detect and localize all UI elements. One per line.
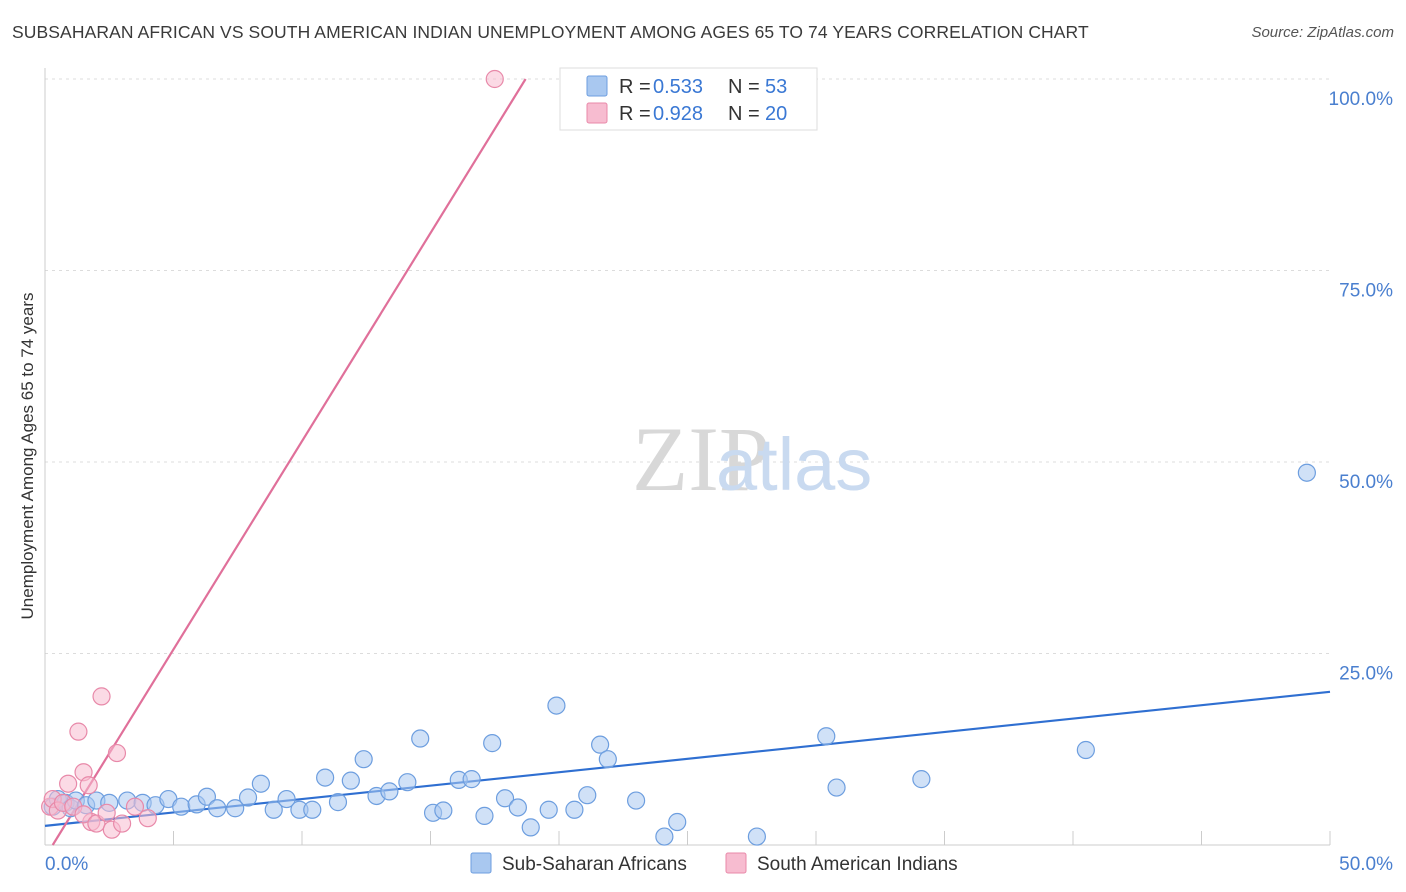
legend-n-label: N = (728, 103, 760, 125)
legend-n-label: N = (728, 76, 760, 98)
point-sub-saharan (264, 800, 283, 819)
trendline-sub-saharan (44, 690, 1331, 827)
point-sub-saharan (475, 806, 494, 825)
point-sub-saharan (316, 768, 335, 787)
point-sub-saharan (655, 827, 674, 846)
point-south-american-indian (79, 776, 98, 795)
y-tick-label: 50.0% (1339, 472, 1393, 493)
point-sub-saharan (668, 812, 687, 832)
point-south-american-indian (92, 687, 111, 706)
legend-box: R = 0.533 N = 53 R = 0.928 N = 20 (559, 67, 818, 131)
y-tick-label: 100.0% (1329, 89, 1394, 110)
point-sub-saharan (434, 801, 453, 820)
point-sub-saharan (565, 800, 584, 819)
bottom-legend: Sub-Saharan Africans South American Indi… (470, 852, 958, 875)
point-sub-saharan (591, 735, 610, 754)
chart-title: SUBSAHARAN AFRICAN VS SOUTH AMERICAN IND… (12, 22, 1089, 42)
y-tick-label: 25.0% (1339, 664, 1393, 685)
point-sub-saharan (1076, 740, 1095, 760)
bottom-legend-blue-label: Sub-Saharan Africans (502, 854, 687, 875)
point-sub-saharan (1297, 463, 1316, 482)
point-sub-saharan (354, 750, 373, 769)
legend-swatch-pink (586, 102, 608, 124)
point-sub-saharan (827, 778, 846, 797)
point-sub-saharan (197, 787, 217, 806)
watermark: ZIP atlas (632, 408, 872, 510)
point-south-american-indian (107, 743, 127, 763)
point-sub-saharan (508, 798, 527, 817)
legend-r-label: R = (619, 76, 651, 98)
point-south-american-indian (97, 803, 116, 822)
y-tick-label: 75.0% (1339, 281, 1393, 302)
gridlines (45, 78, 1330, 654)
point-sub-saharan (303, 800, 322, 819)
trendlines (44, 78, 1331, 846)
watermark-atlas: atlas (716, 423, 872, 506)
point-sub-saharan (208, 799, 227, 818)
point-sub-saharan (238, 788, 258, 807)
point-sub-saharan (495, 789, 515, 808)
point-south-american-indian (485, 69, 504, 89)
point-sub-saharan (411, 729, 430, 748)
point-sub-saharan (483, 734, 502, 753)
point-sub-saharan (547, 696, 566, 715)
x-tick-label: 0.0% (45, 854, 88, 875)
legend-swatch-blue (586, 75, 608, 97)
point-sub-saharan (578, 786, 597, 805)
point-sub-saharan (251, 774, 270, 793)
point-sub-saharan (626, 791, 646, 810)
point-sub-saharan (226, 799, 245, 818)
x-tick-label: 50.0% (1339, 854, 1393, 875)
point-sub-saharan (172, 797, 191, 816)
legend-n-blue: 53 (765, 76, 787, 98)
point-south-american-indian (138, 809, 157, 828)
legend-r-blue: 0.533 (653, 76, 703, 98)
tick-labels: 100.0% 75.0% 50.0% 25.0% 0.0% 50.0% (45, 89, 1393, 875)
legend-r-pink: 0.928 (653, 103, 703, 125)
legend-n-pink: 20 (765, 103, 787, 125)
point-sub-saharan (328, 793, 348, 812)
point-south-american-indian (69, 722, 88, 741)
point-south-american-indian (59, 774, 78, 793)
point-sub-saharan (341, 771, 360, 790)
point-sub-saharan (912, 770, 931, 789)
axes (44, 68, 1331, 846)
point-sub-saharan (462, 770, 481, 789)
bottom-legend-swatch-pink (725, 852, 747, 874)
point-sub-saharan (817, 727, 836, 746)
source-label: Source: ZipAtlas.com (1251, 24, 1394, 41)
data-points (41, 69, 1316, 846)
point-south-american-indian (125, 797, 145, 816)
point-sub-saharan (398, 773, 417, 792)
bottom-legend-pink-label: South American Indians (757, 854, 958, 875)
point-south-american-indian (74, 805, 93, 824)
point-sub-saharan (277, 789, 296, 809)
watermark-zip: ZIP (632, 408, 770, 510)
point-sub-saharan (521, 818, 540, 837)
legend-r-label: R = (619, 103, 651, 125)
point-sub-saharan (747, 827, 766, 846)
point-sub-saharan (380, 782, 399, 801)
bottom-legend-swatch-blue (470, 852, 492, 874)
point-south-american-indian (112, 814, 132, 833)
point-sub-saharan (598, 750, 617, 769)
point-sub-saharan (539, 800, 558, 819)
trendline-south-american-indian (51, 78, 527, 846)
